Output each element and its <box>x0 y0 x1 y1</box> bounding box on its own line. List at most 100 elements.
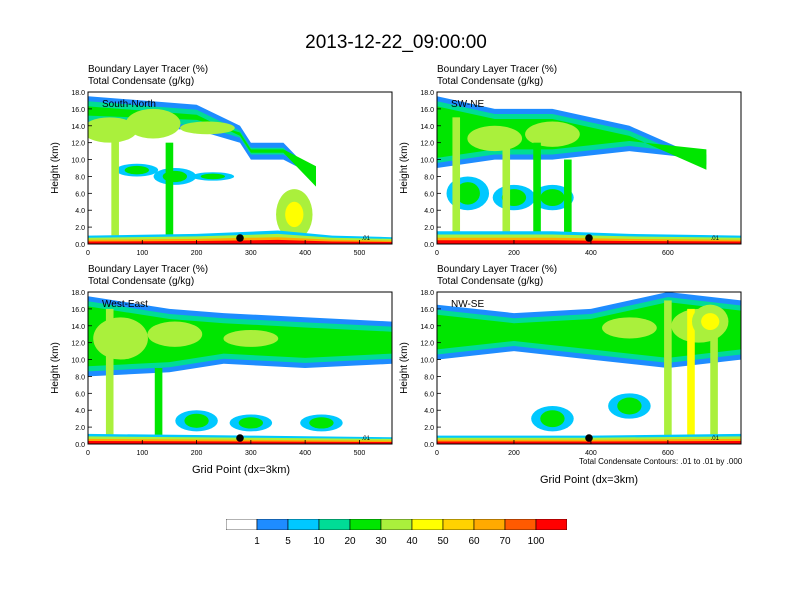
y-tick-label: 16.0 <box>420 107 434 114</box>
contour-label: .01 <box>362 436 371 442</box>
panel-label: NW-SE <box>451 299 484 310</box>
x-tick-label: 500 <box>354 450 366 457</box>
colorbar-segment <box>442 519 475 530</box>
plot-area: NW-SE .01 0.0 2.0 4.0 6.0 8.0 10.0 12.0 14.0 16.0 1… <box>399 290 742 457</box>
y-tick-label: 14.0 <box>420 324 434 331</box>
header-line-tracer: Boundary Layer Tracer (%) <box>88 264 209 275</box>
y-tick-label: 0.0 <box>75 442 85 449</box>
convective-tower <box>533 142 541 240</box>
colorbar-label: 10 <box>313 536 325 547</box>
y-tick-label: 2.0 <box>424 225 434 232</box>
boundary-layer-surface <box>437 441 741 444</box>
figure-title: 2013-12-22_09:00:00 <box>305 32 487 53</box>
colorbar-label: 30 <box>375 536 387 547</box>
x-axis-label-right: Grid Point (dx=3km) <box>539 474 639 486</box>
tracer-cell-core <box>701 313 720 330</box>
low-cloud-core <box>309 417 334 429</box>
colorbar-label: 20 <box>344 536 356 547</box>
y-tick-label: 8.0 <box>424 374 434 381</box>
plot-frame <box>436 91 742 245</box>
x-tick-label: 400 <box>299 450 311 457</box>
y-tick-label: 4.0 <box>424 208 434 215</box>
x-tick-label: 100 <box>136 250 148 257</box>
convective-tower <box>687 308 695 440</box>
x-tick-label: 400 <box>585 450 597 457</box>
contour-footnote: Total Condensate Contours: .01 to .01 by… <box>579 457 743 466</box>
convective-tower <box>502 142 511 240</box>
y-tick-label: 12.0 <box>420 341 434 348</box>
header-line-condensate: Total Condensate (g/kg) <box>437 76 544 87</box>
anvil-core <box>93 317 148 360</box>
y-tick-label: 6.0 <box>75 391 85 398</box>
x-tick-label: 500 <box>354 250 366 257</box>
panel-nw-se: NW-SE .01 0.0 2.0 4.0 6.0 8.0 10.0 12.0 14.0 16.0 1… <box>399 290 742 457</box>
y-tick-label: 0.0 <box>424 442 434 449</box>
x-tick-label: 0 <box>435 250 439 257</box>
anvil-band-inner <box>88 106 316 187</box>
low-cloud-core <box>617 397 642 415</box>
colorbar-segment <box>226 519 258 530</box>
header-line-condensate: Total Condensate (g/kg) <box>88 76 195 87</box>
colorbar-segment <box>380 519 413 530</box>
convective-tower <box>710 317 718 440</box>
x-tick-label: 0 <box>435 450 439 457</box>
colorbar-segment <box>256 519 289 530</box>
anvil-core <box>467 125 523 152</box>
x-axis-label-left: Grid Point (dx=3km) <box>191 464 291 476</box>
x-tick-label: 400 <box>585 250 597 257</box>
plot-area: South-North .01 0.0 2.0 4.0 6.0 8.0 10.0 12.0 14.… <box>50 90 393 257</box>
y-axis-label: Height (km) <box>399 342 410 394</box>
tracer-cell-core <box>285 201 304 228</box>
low-cloud-core <box>238 417 264 429</box>
contour-label: .01 <box>711 436 720 442</box>
y-tick-label: 16.0 <box>420 307 434 314</box>
colorbar-label: 40 <box>406 536 418 547</box>
low-cloud-core <box>200 173 226 180</box>
panel-label: South-North <box>102 99 156 110</box>
y-tick-label: 10.0 <box>420 158 434 165</box>
boundary-layer-surface <box>437 240 741 244</box>
x-tick-label: 0 <box>86 450 90 457</box>
panel-header-west-east: Boundary Layer Tracer (%) Total Condensa… <box>88 264 208 288</box>
x-tick-label: 300 <box>245 450 257 457</box>
y-tick-label: 8.0 <box>424 174 434 181</box>
y-tick-label: 14.0 <box>71 324 85 331</box>
colorbar-label: 60 <box>468 536 480 547</box>
y-tick-label: 18.0 <box>420 290 434 297</box>
y-tick-label: 18.0 <box>71 90 85 97</box>
plot-frame <box>87 291 393 445</box>
panel-south-north: South-North .01 0.0 2.0 4.0 6.0 8.0 10.0 12.0 14.… <box>50 90 393 257</box>
low-cloud-core <box>540 189 565 206</box>
y-axis-label: Height (km) <box>50 142 61 194</box>
y-tick-label: 10.0 <box>71 158 85 165</box>
y-tick-label: 2.0 <box>75 425 85 432</box>
y-tick-label: 12.0 <box>420 141 434 148</box>
convective-tower <box>105 308 114 440</box>
y-tick-label: 10.0 <box>71 358 85 365</box>
y-tick-label: 16.0 <box>71 307 85 314</box>
y-tick-label: 8.0 <box>75 174 85 181</box>
location-marker <box>585 434 593 442</box>
contour-label: .01 <box>711 236 720 242</box>
anvil-core <box>525 121 580 147</box>
y-axis-label: Height (km) <box>399 142 410 194</box>
header-line-condensate: Total Condensate (g/kg) <box>437 276 544 287</box>
header-line-tracer: Boundary Layer Tracer (%) <box>437 264 558 275</box>
location-marker <box>236 234 244 242</box>
anvil-core <box>180 121 235 135</box>
y-tick-label: 6.0 <box>75 191 85 198</box>
y-tick-label: 14.0 <box>71 124 85 131</box>
y-tick-label: 6.0 <box>424 391 434 398</box>
colorbar-label: 1 <box>254 536 260 547</box>
anvil-core <box>125 108 181 139</box>
colorbar-segment <box>411 519 444 530</box>
tracer-field <box>88 292 392 444</box>
convective-tower <box>452 117 461 240</box>
contour-label: .01 <box>362 236 371 242</box>
boundary-layer-surface <box>88 441 392 444</box>
y-tick-label: 12.0 <box>71 141 85 148</box>
y-tick-label: 14.0 <box>420 124 434 131</box>
colorbar-segment <box>473 519 506 530</box>
low-cloud-core <box>455 182 480 205</box>
colorbar-segment <box>349 519 382 530</box>
